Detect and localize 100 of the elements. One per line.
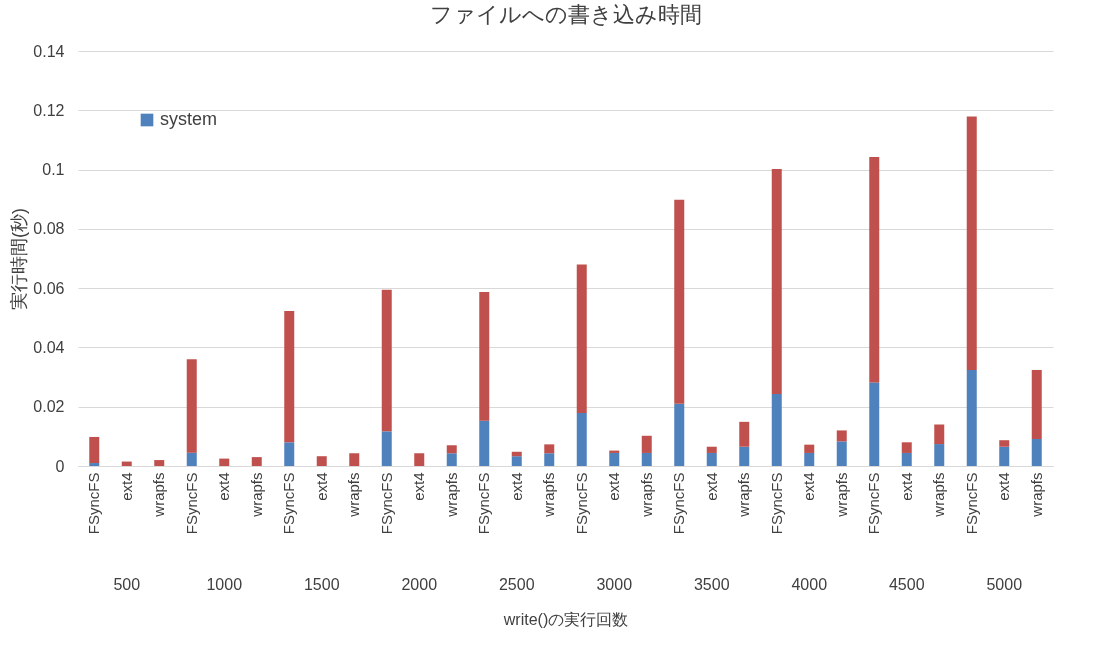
bar <box>869 157 880 383</box>
x-tick-label: FSyncFS <box>85 472 103 535</box>
x-tick-label: FSyncFS <box>865 472 883 535</box>
x-tick-label: wrapfs <box>1027 472 1045 518</box>
bar <box>219 458 230 466</box>
bar <box>544 453 555 466</box>
bar <box>121 461 132 466</box>
text: 5000 <box>986 576 1023 593</box>
x-tick-label: ext4 <box>702 472 720 501</box>
bar <box>414 453 425 466</box>
bar <box>316 456 327 466</box>
x-tick-label: ext4 <box>897 472 915 501</box>
bar <box>999 446 1010 466</box>
x-tick-label: FSyncFS <box>280 472 298 535</box>
x-tick-label: ext4 <box>507 472 525 501</box>
bar <box>446 453 457 466</box>
bar <box>609 452 620 466</box>
bar <box>511 456 522 466</box>
y-tick-label: 0.12 <box>33 101 65 119</box>
bar <box>641 452 652 466</box>
x-tick-label: wrapfs <box>540 472 558 518</box>
bar <box>154 460 165 466</box>
x-tick-label: ext4 <box>117 472 135 501</box>
y-tick-label: 0.08 <box>33 220 65 238</box>
bar <box>284 442 295 466</box>
text: 500 <box>113 576 141 593</box>
bar <box>674 199 685 404</box>
bar <box>739 446 750 466</box>
bar <box>771 168 782 394</box>
x-tick-label: FSyncFS <box>767 472 785 535</box>
x-tick-label: wrapfs <box>637 472 655 518</box>
bar <box>381 431 392 466</box>
bar <box>446 445 457 454</box>
bar <box>349 453 360 466</box>
y-tick-label: 0.14 <box>33 42 65 60</box>
bar <box>966 369 977 466</box>
x-tick-label: wrapfs <box>735 472 753 518</box>
x-tick-label: wrapfs <box>345 472 363 518</box>
bar <box>251 457 262 466</box>
text: 4000 <box>791 576 828 593</box>
bar <box>771 393 782 466</box>
x-tick-label: wrapfs <box>247 472 265 518</box>
y-tick-label: 0 <box>55 457 65 475</box>
bar <box>544 444 555 454</box>
x-tick-label: FSyncFS <box>572 472 590 535</box>
bar <box>284 310 295 443</box>
x-tick-label: wrapfs <box>832 472 850 518</box>
bar <box>999 440 1010 447</box>
bar <box>641 435 652 453</box>
bar <box>804 444 815 453</box>
bar <box>706 452 717 466</box>
bar <box>511 451 522 457</box>
x-tick-label: wrapfs <box>930 472 948 518</box>
x-tick-label: ext4 <box>215 472 233 501</box>
x-tick-label: FSyncFS <box>182 472 200 535</box>
y-axis-title: 実行時間(秒) <box>9 208 30 310</box>
legend-label: system <box>160 109 218 129</box>
x-tick-label: FSyncFS <box>670 472 688 535</box>
text: 2000 <box>401 576 438 593</box>
bar <box>89 436 100 464</box>
bar <box>1031 439 1042 466</box>
y-tick-label: 0.02 <box>33 398 65 416</box>
bar <box>89 463 100 466</box>
bar <box>739 421 750 447</box>
x-tick-label: wrapfs <box>150 472 168 518</box>
bar <box>479 420 490 466</box>
bar <box>186 452 197 466</box>
bar <box>901 442 912 453</box>
bar <box>934 444 945 466</box>
x-tick-label: FSyncFS <box>377 472 395 535</box>
bar <box>576 264 587 413</box>
bar <box>706 446 717 453</box>
x-tick-label: ext4 <box>800 472 818 501</box>
x-tick-label: FSyncFS <box>962 472 980 535</box>
bar <box>836 430 847 442</box>
bar <box>381 289 392 432</box>
bar <box>836 441 847 466</box>
bar <box>966 116 977 370</box>
x-tick-label: wrapfs <box>442 472 460 518</box>
chart-title: ファイルへの書き込み時間 <box>429 2 702 27</box>
bar <box>934 424 945 445</box>
bar <box>901 452 912 466</box>
x-axis-title: write()の実行回数 <box>502 611 629 629</box>
y-tick-label: 0.04 <box>33 338 65 356</box>
text: 3500 <box>693 576 730 593</box>
bar <box>674 403 685 466</box>
bar <box>576 412 587 466</box>
x-tick-label: ext4 <box>312 472 330 501</box>
text: 1000 <box>206 576 243 593</box>
text: 4500 <box>888 576 925 593</box>
x-tick-label: ext4 <box>605 472 623 501</box>
bar <box>804 452 815 466</box>
text: 3000 <box>596 576 633 593</box>
y-tick-label: 0.1 <box>42 161 65 179</box>
x-tick-label: ext4 <box>410 472 428 501</box>
x-tick-label: FSyncFS <box>475 472 493 535</box>
y-tick-label: 0.06 <box>33 279 65 297</box>
bar <box>869 382 880 466</box>
text: 2500 <box>498 576 535 593</box>
text: 1500 <box>303 576 340 593</box>
